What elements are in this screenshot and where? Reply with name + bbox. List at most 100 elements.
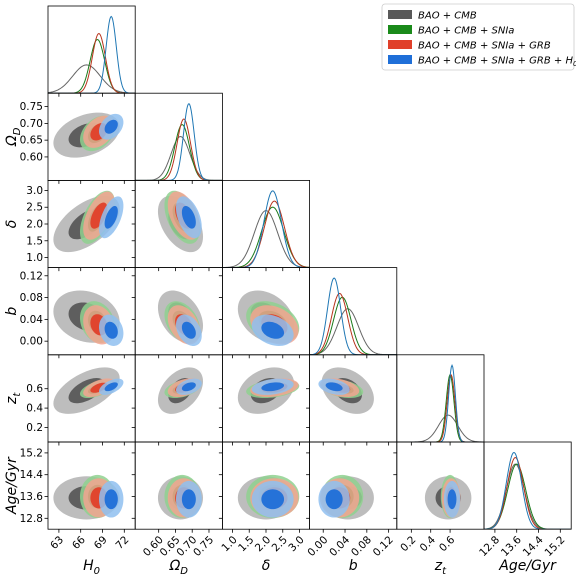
x-axis-label-H0: H0 xyxy=(83,558,100,576)
y-tick-label-b: 0.12 xyxy=(20,270,43,282)
x-tick-label-age: 13.6 xyxy=(499,534,524,559)
legend-swatch-1 xyxy=(388,25,412,34)
panel-b-vs-delta xyxy=(237,290,300,346)
y-tick-label-OmegaD: 0.70 xyxy=(20,118,43,130)
marginal-H0 xyxy=(48,15,136,94)
y-tick-label-OmegaD: 0.65 xyxy=(20,135,43,147)
x-tick-label-b: 0.08 xyxy=(349,534,374,559)
y-tick-label-zt: 0.2 xyxy=(26,422,43,434)
contour-inner-3 xyxy=(181,489,196,510)
legend-swatch-0 xyxy=(388,10,412,19)
marginal-curve-1 xyxy=(222,206,310,268)
legend-label-2: BAO + CMB + SNIa + GRB xyxy=(418,41,551,52)
y-tick-label-delta: 3.0 xyxy=(26,185,43,197)
marginal-zt xyxy=(396,363,484,442)
x-tick-label-age: 12.8 xyxy=(477,534,502,559)
panel-b-vs-H0 xyxy=(53,290,124,346)
y-tick-label-age: 12.8 xyxy=(20,513,43,525)
panel-zt-vs-H0 xyxy=(53,367,124,414)
panel-zt-vs-b xyxy=(318,367,374,414)
contour-inner-3 xyxy=(181,382,196,392)
marginal-curve-2 xyxy=(309,292,397,355)
contour-inner-3 xyxy=(181,321,196,339)
marginal-curve-3 xyxy=(396,363,484,442)
marginal-curve-1 xyxy=(484,463,572,530)
y-tick-label-age: 14.4 xyxy=(20,469,44,481)
panel-b-vs-OmegaD xyxy=(157,290,204,346)
panel-frame xyxy=(396,354,485,443)
contour-inner-3 xyxy=(261,489,285,510)
x-axis-label-age: Age/Gyr xyxy=(498,558,557,574)
x-axis-label-b: b xyxy=(349,558,358,574)
legend-swatch-2 xyxy=(388,40,412,49)
y-tick-label-delta: 2.5 xyxy=(26,202,43,214)
panel-frame xyxy=(47,5,136,94)
marginal-curve-2 xyxy=(396,374,484,442)
axis-labels: H0 ΩD δ b zt Age/Gyr ΩD δ b zt Age/Gyr xyxy=(4,127,557,576)
marginal-curve-1 xyxy=(396,374,484,442)
panel-zt-vs-delta xyxy=(237,367,300,414)
x-tick-label-OmegaD: 0.75 xyxy=(191,534,216,559)
x-tick-label-zt: 0.4 xyxy=(418,534,439,555)
marginal-curve-0 xyxy=(48,64,136,94)
panel-age-vs-OmegaD xyxy=(157,474,204,520)
contour-inner-3 xyxy=(261,382,285,392)
y-axis-label-OmegaD: ΩD xyxy=(4,127,23,147)
x-tick-label-zt: 0.2 xyxy=(398,534,418,554)
legend-label-1: BAO + CMB + SNIa xyxy=(418,26,514,37)
y-tick-label-zt: 0.6 xyxy=(26,383,43,395)
marginal-curve-3 xyxy=(222,190,310,268)
contour-inner-3 xyxy=(104,205,118,229)
contour-inner-3 xyxy=(181,205,196,229)
y-tick-label-b: 0.04 xyxy=(20,314,44,326)
marginal-curve-2 xyxy=(135,118,223,181)
legend-swatch-3 xyxy=(388,55,412,64)
panel-age-vs-b xyxy=(318,474,374,520)
contour-inner-3 xyxy=(325,489,343,510)
panel-age-vs-H0 xyxy=(53,474,124,520)
x-tick-label-zt: 0.6 xyxy=(437,534,458,555)
y-axis-label-age: Age/Gyr xyxy=(4,456,20,515)
marginal-age xyxy=(484,451,572,530)
panel-frame xyxy=(309,267,398,356)
y-tick-label-delta: 2.0 xyxy=(26,219,43,231)
x-tick-label-b: 0.04 xyxy=(327,534,352,559)
x-tick-label-H0: 69 xyxy=(92,534,110,552)
y-tick-label-delta: 1.5 xyxy=(26,235,43,247)
panel-frame xyxy=(483,441,572,530)
contour-inner-3 xyxy=(325,382,343,392)
y-tick-label-age: 15.2 xyxy=(20,447,43,459)
contour-inner-3 xyxy=(261,321,285,339)
panel-delta-vs-H0 xyxy=(53,190,124,253)
contour-inner-3 xyxy=(104,119,118,134)
panel-age-vs-delta xyxy=(237,474,300,520)
contour-inner-3 xyxy=(104,321,118,339)
y-tick-label-delta: 1.0 xyxy=(26,252,43,264)
y-tick-label-OmegaD: 0.75 xyxy=(20,101,43,113)
marginal-curve-0 xyxy=(135,136,223,181)
x-axis-label-OmegaD: ΩD xyxy=(169,558,189,576)
x-tick-label-b: 0.12 xyxy=(371,534,396,559)
x-axis-label-zt: zt xyxy=(434,558,447,576)
panels xyxy=(44,5,572,533)
marginal-OmegaD xyxy=(135,103,223,181)
contour-inner-3 xyxy=(447,489,457,510)
y-tick-label-b: 0.00 xyxy=(20,336,43,348)
legend-label-3: BAO + CMB + SNIa + GRB + H0 xyxy=(418,56,576,69)
panel-zt-vs-OmegaD xyxy=(157,367,204,414)
y-axis-label-zt: zt xyxy=(4,392,23,405)
y-tick-label-age: 13.6 xyxy=(20,491,44,503)
legend-box xyxy=(381,3,575,71)
panel-delta-vs-OmegaD xyxy=(157,190,204,253)
marginal-curve-3 xyxy=(309,277,397,355)
y-tick-label-OmegaD: 0.60 xyxy=(20,151,43,163)
marginal-curve-3 xyxy=(484,451,572,530)
x-tick-label-H0: 63 xyxy=(48,534,66,552)
y-axis-label-b: b xyxy=(4,307,20,316)
y-tick-label-zt: 0.4 xyxy=(26,403,43,415)
panel-age-vs-zt xyxy=(424,474,472,520)
legend: BAO + CMB BAO + CMB + SNIa BAO + CMB + SNI… xyxy=(381,3,576,71)
contour-inner-3 xyxy=(104,489,118,510)
x-tick-label-H0: 72 xyxy=(114,534,132,552)
y-axis-label-delta: δ xyxy=(4,220,20,229)
